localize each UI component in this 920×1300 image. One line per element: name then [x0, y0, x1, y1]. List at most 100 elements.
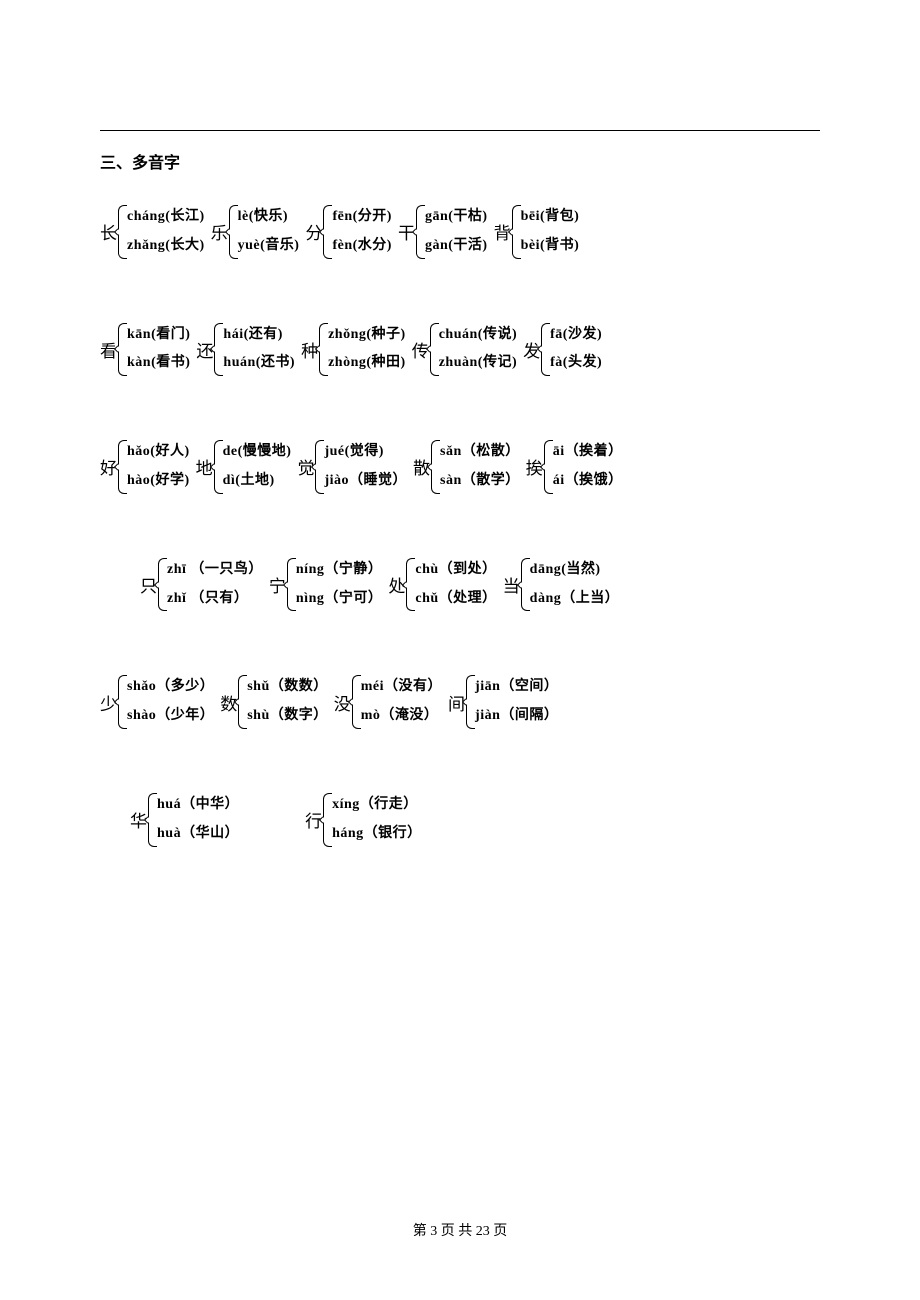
polyphone-group: 觉jué(觉得)jiào（睡觉） [297, 438, 407, 496]
reading-2: huán(还书) [223, 349, 295, 378]
brace: níng（宁静）nìng（宁可） [286, 556, 382, 614]
reading-1: shǎo（多少） [127, 673, 214, 702]
reading-1: gān(干枯) [425, 203, 488, 232]
reading-1: shǔ（数数） [247, 673, 328, 702]
polyphone-group: 处chù（到处）chǔ（处理） [388, 556, 496, 614]
reading-2: yuè(音乐) [238, 232, 300, 261]
brace: gān(干枯)gàn(干活) [415, 203, 488, 261]
polyphone-group: 行xíng（行走）háng（银行） [305, 791, 422, 849]
reading-1: huá（中华） [157, 791, 239, 820]
reading-1: méi（没有） [361, 673, 442, 702]
reading-2: dì(土地) [223, 467, 292, 496]
brace: de(慢慢地)dì(土地) [213, 438, 292, 496]
brace: shǎo（多少）shào（少年） [117, 673, 214, 731]
reading-1: hái(还有) [223, 321, 295, 350]
reading-1: zhī （一只鸟） [167, 556, 263, 585]
brace: méi（没有）mò（淹没） [351, 673, 442, 731]
reading-2: ái（挨饿） [553, 467, 623, 496]
polyphone-group: 只zhī （一只鸟）zhǐ （只有） [140, 556, 263, 614]
reading-1: bēi(背包) [521, 203, 580, 232]
footer-mid: 页 共 [437, 1224, 476, 1239]
reading-2: fà(头发) [550, 349, 602, 378]
polyphone-group: 背bēi(背包)bèi(背书) [494, 203, 580, 261]
reading-2: mò（淹没） [361, 702, 442, 731]
reading-1: sǎn（松散） [440, 438, 520, 467]
polyphone-group: 没méi（没有）mò（淹没） [334, 673, 442, 731]
polyphone-table: 长cháng(长江)zhǎng(长大)乐lè(快乐)yuè(音乐)分fēn(分开… [100, 203, 820, 849]
top-rule [100, 130, 820, 131]
polyphone-group: 当dāng(当然)dàng（上当） [503, 556, 620, 614]
reading-2: bèi(背书) [521, 232, 580, 261]
brace: huá（中华）huà（华山） [147, 791, 239, 849]
polyphone-row: 长cháng(长江)zhǎng(长大)乐lè(快乐)yuè(音乐)分fēn(分开… [100, 203, 820, 261]
reading-2: huà（华山） [157, 820, 239, 849]
reading-2: nìng（宁可） [296, 585, 382, 614]
reading-2: hào(好学) [127, 467, 190, 496]
reading-1: hǎo(好人) [127, 438, 190, 467]
footer-total: 23 [476, 1224, 490, 1239]
reading-1: jué(觉得) [324, 438, 407, 467]
reading-2: kàn(看书) [127, 349, 190, 378]
polyphone-group: 看kān(看门)kàn(看书) [100, 321, 190, 379]
polyphone-group: 长cháng(长江)zhǎng(长大) [100, 203, 205, 261]
footer-prefix: 第 [413, 1224, 431, 1239]
brace: jiān（空间）jiàn（间隔） [465, 673, 558, 731]
reading-1: chù（到处） [415, 556, 496, 585]
brace: āi（挨着）ái（挨饿） [543, 438, 623, 496]
reading-2: jiàn（间隔） [475, 702, 558, 731]
reading-1: lè(快乐) [238, 203, 300, 232]
reading-2: gàn(干活) [425, 232, 488, 261]
polyphone-group: 干gān(干枯)gàn(干活) [398, 203, 488, 261]
polyphone-group: 好hǎo(好人)hào(好学) [100, 438, 190, 496]
reading-1: chuán(传说) [439, 321, 517, 350]
brace: dāng(当然)dàng（上当） [520, 556, 620, 614]
reading-2: zhǐ （只有） [167, 585, 263, 614]
reading-1: jiān（空间） [475, 673, 558, 702]
reading-2: zhuàn(传记) [439, 349, 517, 378]
polyphone-group: 少shǎo（多少）shào（少年） [100, 673, 214, 731]
polyphone-row: 好hǎo(好人)hào(好学)地de(慢慢地)dì(土地)觉jué(觉得)jià… [100, 438, 820, 496]
brace: kān(看门)kàn(看书) [117, 321, 190, 379]
polyphone-row: 少shǎo（多少）shào（少年）数shǔ（数数）shù（数字）没méi（没有）… [100, 673, 820, 731]
brace: chù（到处）chǔ（处理） [405, 556, 496, 614]
polyphone-group: 间jiān（空间）jiàn（间隔） [448, 673, 558, 731]
brace: shǔ（数数）shù（数字） [237, 673, 328, 731]
section-title: 三、多音字 [100, 149, 820, 173]
reading-1: fā(沙发) [550, 321, 602, 350]
brace: lè(快乐)yuè(音乐) [228, 203, 300, 261]
polyphone-group: 宁níng（宁静）nìng（宁可） [269, 556, 382, 614]
reading-2: fèn(水分) [332, 232, 392, 261]
polyphone-group: 分fēn(分开)fèn(水分) [305, 203, 392, 261]
brace: fēn(分开)fèn(水分) [322, 203, 392, 261]
polyphone-group: 地de(慢慢地)dì(土地) [196, 438, 292, 496]
brace: zhǒng(种子)zhòng(种田) [318, 321, 406, 379]
reading-1: dāng(当然) [530, 556, 620, 585]
brace: chuán(传说)zhuàn(传记) [429, 321, 517, 379]
document-page: 三、多音字 长cháng(长江)zhǎng(长大)乐lè(快乐)yuè(音乐)分… [0, 0, 920, 1300]
reading-1: de(慢慢地) [223, 438, 292, 467]
polyphone-row: 华huá（中华）huà（华山） 行xíng（行走）háng（银行） [100, 791, 820, 849]
reading-1: fēn(分开) [332, 203, 392, 232]
brace: hǎo(好人)hào(好学) [117, 438, 190, 496]
reading-1: kān(看门) [127, 321, 190, 350]
brace: bēi(背包)bèi(背书) [511, 203, 580, 261]
brace: xíng（行走）háng（银行） [322, 791, 422, 849]
polyphone-group: 华huá（中华）huà（华山） [130, 791, 239, 849]
reading-2: shào（少年） [127, 702, 214, 731]
polyphone-row: 看kān(看门)kàn(看书)还hái(还有)huán(还书)种zhǒng(种子… [100, 321, 820, 379]
brace: jué(觉得)jiào（睡觉） [314, 438, 407, 496]
reading-2: zhòng(种田) [328, 349, 406, 378]
reading-2: zhǎng(长大) [127, 232, 205, 261]
brace: sǎn（松散）sàn（散学） [430, 438, 520, 496]
reading-1: cháng(长江) [127, 203, 205, 232]
reading-2: sàn（散学） [440, 467, 520, 496]
polyphone-group: 乐lè(快乐)yuè(音乐) [211, 203, 300, 261]
polyphone-group: 挨āi（挨着）ái（挨饿） [526, 438, 623, 496]
reading-2: háng（银行） [332, 820, 422, 849]
polyphone-group: 种zhǒng(种子)zhòng(种田) [301, 321, 406, 379]
reading-2: dàng（上当） [530, 585, 620, 614]
reading-1: āi（挨着） [553, 438, 623, 467]
reading-1: xíng（行走） [332, 791, 422, 820]
brace: cháng(长江)zhǎng(长大) [117, 203, 205, 261]
reading-2: chǔ（处理） [415, 585, 496, 614]
